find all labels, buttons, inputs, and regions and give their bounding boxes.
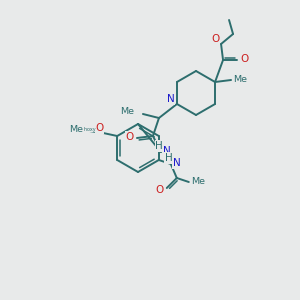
Text: Me: Me	[120, 107, 134, 116]
Text: Me: Me	[191, 178, 205, 187]
Text: H: H	[165, 153, 173, 163]
Text: O: O	[156, 185, 164, 195]
Text: N: N	[167, 94, 175, 104]
Text: methoxy: methoxy	[74, 127, 96, 131]
Text: N: N	[173, 158, 181, 168]
Text: O: O	[126, 132, 134, 142]
Text: O: O	[95, 123, 103, 133]
Text: O: O	[240, 54, 248, 64]
Text: H: H	[155, 141, 163, 151]
Text: Me: Me	[69, 125, 83, 134]
Text: N: N	[163, 146, 171, 156]
Text: Me: Me	[233, 76, 247, 85]
Text: O: O	[211, 34, 219, 44]
